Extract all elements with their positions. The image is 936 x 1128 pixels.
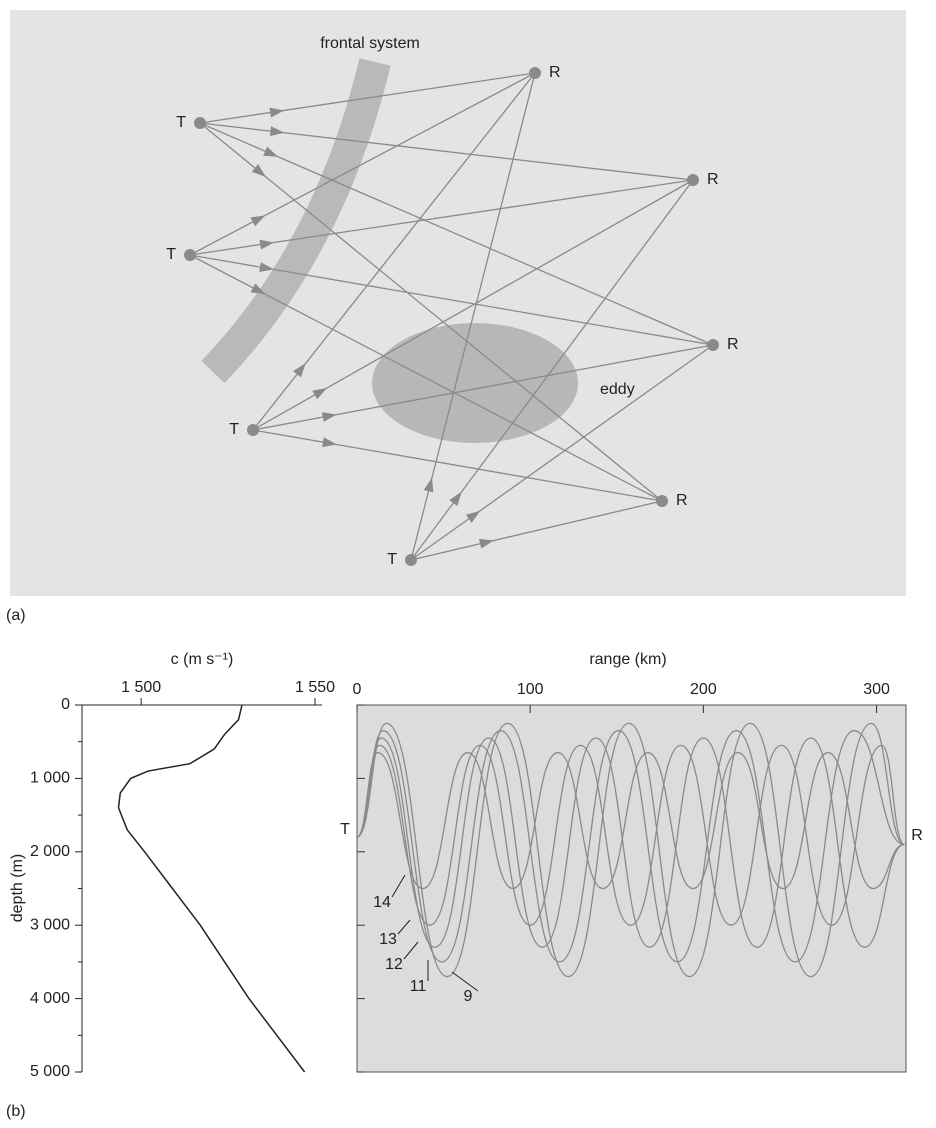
y-tick-label: 4 000 [30,990,70,1007]
ray-path [356,722,905,978]
transmitter-label: T [229,421,239,438]
arrowhead [478,538,494,549]
x-axis-label: range (km) [589,651,666,668]
ray-label: 9 [464,988,473,1005]
ray-leader [403,941,419,960]
arrowhead [269,107,285,118]
receiver-label: R [707,171,719,188]
ray-line [410,344,714,561]
arrowhead [321,412,337,423]
arrowhead [250,283,266,295]
ray-line [199,122,714,346]
receiver [707,339,719,351]
arrowhead [269,126,285,137]
receiver [529,67,541,79]
ray-label: 13 [379,931,397,948]
ray-leader [397,919,411,935]
ray-line [199,72,536,124]
ray-label: 11 [410,978,427,995]
ray-path [356,730,905,963]
x-tick-label: 300 [863,681,890,698]
x-tick-label: 100 [517,681,544,698]
transmitter [405,554,417,566]
transmitter [194,117,206,129]
ray-line [410,500,663,561]
panel-label: (a) [6,607,26,624]
arrowhead [293,363,306,378]
receiver [656,495,668,507]
arrowhead [449,491,462,506]
y-axis-label: depth (m) [9,854,26,922]
eddy-label: eddy [600,381,635,398]
x-axis-label: c (m s⁻¹) [171,651,234,668]
y-tick-label: 3 000 [30,916,70,933]
y-tick-label: 2 000 [30,843,70,860]
arrowhead [263,146,279,157]
ray-path [356,737,905,948]
y-tick-label: 0 [61,696,70,713]
ray-path [356,744,905,926]
arrowhead [312,388,327,400]
ray-label: 14 [373,894,391,911]
eddy-shape [372,323,578,443]
transmitter-label: T [387,551,397,568]
receiver-label: R [911,827,923,844]
sound-speed-line [117,704,306,1073]
transmitter-label: T [166,246,176,263]
y-tick-label: 5 000 [30,1063,70,1080]
ray-path [356,752,905,890]
frontal-band [201,58,391,384]
ray-leader [391,874,406,898]
receiver-label: R [727,336,739,353]
arrowhead [322,437,337,448]
arrowhead [259,262,274,272]
ray-line [199,122,663,502]
arrowhead [251,164,266,177]
ray-leader [451,971,479,992]
y-tick-label: 1 000 [30,770,70,787]
ray-line [189,254,714,346]
ray-line [189,72,536,256]
receiver [687,174,699,186]
source-label: T [340,821,350,838]
ray-line [189,254,663,502]
ray-line [252,429,663,502]
front-label: frontal system [320,35,420,52]
receiver-label: R [549,64,561,81]
arrowhead [423,477,434,493]
x-tick-label: 1 500 [121,679,161,696]
x-tick-label: 1 550 [295,679,335,696]
x-tick-label: 200 [690,681,717,698]
panel-a-background [10,10,906,596]
arrowhead [250,215,266,227]
ray-label: 12 [385,956,403,973]
arrowhead [465,510,481,523]
transmitter [184,249,196,261]
transmitter-label: T [176,114,186,131]
arrowhead [259,239,275,250]
x-tick-label: 0 [353,681,362,698]
receiver-label: R [676,492,688,509]
transmitter [247,424,259,436]
panel-label: (b) [6,1103,26,1120]
plot-frame [356,704,907,1073]
